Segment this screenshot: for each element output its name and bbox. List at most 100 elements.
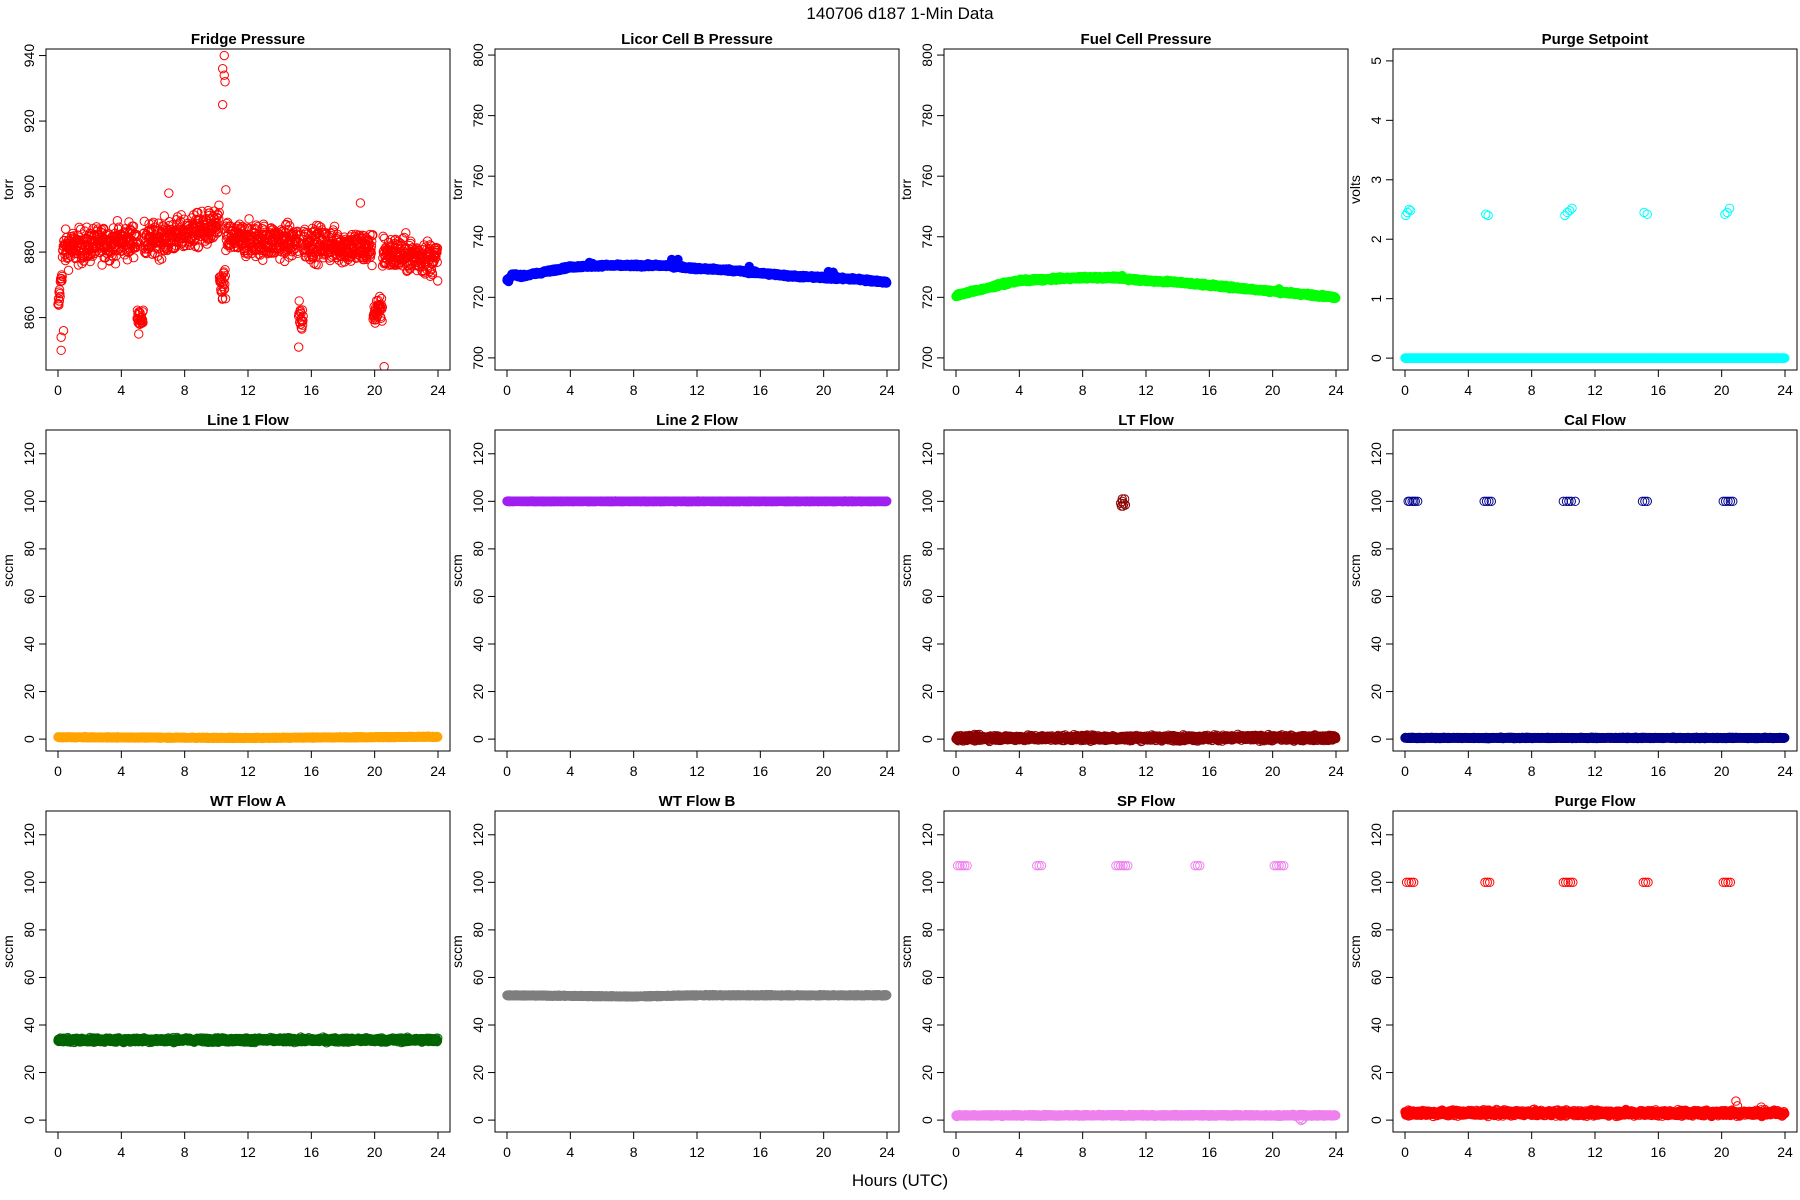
x-axis-label: Hours (UTC) xyxy=(852,1171,948,1190)
x-tick-label: 4 xyxy=(117,382,125,398)
data-point xyxy=(138,317,148,328)
data-point xyxy=(744,261,754,272)
y-axis-label: volts xyxy=(1347,175,1363,204)
data-point xyxy=(379,362,389,370)
data-point xyxy=(882,278,892,288)
x-tick-label: 8 xyxy=(630,382,638,398)
plot-frame xyxy=(45,48,451,371)
plot-frame xyxy=(494,48,900,371)
data-point xyxy=(1035,273,1045,284)
x-tick-label: 24 xyxy=(879,382,895,398)
x-tick-label: 12 xyxy=(240,382,256,398)
y-tick-label: 700 xyxy=(470,346,486,370)
data-point xyxy=(432,257,442,267)
data-point xyxy=(220,271,231,281)
data-point xyxy=(367,260,377,271)
data-point xyxy=(366,248,376,258)
data-point xyxy=(503,276,514,287)
data-point xyxy=(427,269,438,280)
y-axis-label: torr xyxy=(898,179,914,200)
x-tick-label: 8 xyxy=(1079,382,1087,398)
data-point xyxy=(219,50,229,61)
data-point xyxy=(828,267,838,277)
data-point xyxy=(275,254,285,264)
data-point xyxy=(219,70,229,80)
y-axis-label: torr xyxy=(449,179,465,200)
data-point xyxy=(406,236,416,246)
y-tick-label: 780 xyxy=(919,104,935,128)
data-point xyxy=(134,329,144,339)
points xyxy=(502,254,892,288)
data-point xyxy=(378,231,388,241)
x-tick-label: 0 xyxy=(503,382,511,398)
data-point xyxy=(85,256,95,267)
data-point xyxy=(309,258,319,269)
x-tick-label: 12 xyxy=(689,382,705,398)
data-point xyxy=(212,228,223,238)
data-point xyxy=(329,221,340,232)
data-point xyxy=(432,243,443,253)
data-point xyxy=(221,185,231,195)
points xyxy=(1400,203,1790,363)
x-tick-label: 16 xyxy=(753,382,769,398)
data-point xyxy=(428,257,438,268)
data-point xyxy=(213,210,223,220)
panel-title: Fridge Pressure xyxy=(191,31,305,48)
data-point xyxy=(298,311,308,321)
data-point xyxy=(368,230,378,240)
data-point xyxy=(63,265,74,276)
figure-title: 140706 d187 1-Min Data xyxy=(806,4,994,23)
x-tick-label: 24 xyxy=(430,382,446,398)
x-tick-label: 12 xyxy=(1138,382,1154,398)
data-point xyxy=(401,228,411,238)
data-point xyxy=(1331,293,1341,303)
data-point xyxy=(139,216,149,227)
data-point xyxy=(587,258,598,269)
data-point xyxy=(138,305,148,315)
x-tick-label: 20 xyxy=(1265,382,1281,398)
data-point xyxy=(1274,284,1284,294)
data-point xyxy=(367,236,377,247)
data-point xyxy=(297,316,307,327)
data-point xyxy=(214,207,224,218)
data-point xyxy=(258,255,268,265)
points xyxy=(53,50,443,370)
data-point xyxy=(377,316,387,326)
data-point xyxy=(297,305,308,315)
data-point xyxy=(154,255,165,265)
data-point xyxy=(431,252,441,263)
data-point xyxy=(426,241,436,251)
data-point xyxy=(294,296,304,306)
x-tick-label: 20 xyxy=(816,382,832,398)
data-point xyxy=(397,233,408,244)
y-tick-label: 800 xyxy=(470,43,486,67)
data-point xyxy=(122,255,133,265)
y-tick-label: 700 xyxy=(919,346,935,370)
data-point xyxy=(298,316,308,326)
data-point xyxy=(55,291,65,302)
data-point xyxy=(98,223,109,234)
y-tick-label: 720 xyxy=(919,285,935,309)
data-point xyxy=(244,214,254,224)
data-point xyxy=(56,345,66,356)
x-tick-label: 8 xyxy=(181,382,189,398)
data-point xyxy=(313,260,323,270)
y-tick-label: 920 xyxy=(21,109,37,133)
data-point xyxy=(293,246,303,257)
data-point xyxy=(148,217,159,228)
panel-title: Fuel Cell Pressure xyxy=(1081,31,1212,48)
data-point xyxy=(673,254,683,265)
data-point xyxy=(193,207,203,218)
data-point xyxy=(355,198,366,208)
data-point xyxy=(129,252,139,263)
data-point xyxy=(202,239,212,249)
data-point xyxy=(426,264,437,275)
data-point xyxy=(193,242,204,252)
panel-title: Purge Setpoint xyxy=(1542,31,1649,48)
data-point xyxy=(57,276,67,286)
data-point xyxy=(366,244,376,254)
plot-frame xyxy=(943,48,1349,371)
x-tick-label: 0 xyxy=(952,382,960,398)
